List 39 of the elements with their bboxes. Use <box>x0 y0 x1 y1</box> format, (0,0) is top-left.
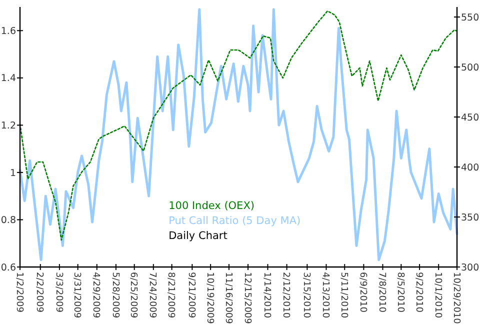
x-tick-label: 10/19/2009 <box>204 272 214 324</box>
x-tick-label: 9/21/2009 <box>186 272 196 318</box>
y2-tick-label: 500 <box>461 62 480 74</box>
x-tick-label: 3/31/2009 <box>72 272 82 318</box>
x-tick-label: 1/14/2010 <box>262 272 272 318</box>
y-tick-label: 1.2 <box>0 120 16 132</box>
y2-tick-label: 550 <box>461 12 480 24</box>
text: Put Call Ratio (5 Day MA) <box>168 215 301 227</box>
y-tick-label: 0.6 <box>0 262 16 274</box>
x-tick-label: 2/12/2010 <box>280 272 291 318</box>
x-tick-label: 8/5/2010 <box>394 272 405 313</box>
x-tick-label: 9/2/2010 <box>413 272 424 313</box>
x-tick-label: 7/24/2009 <box>147 272 158 318</box>
y2-tick-label: 300 <box>461 262 480 274</box>
x-tick-label: 3/3/2009 <box>53 272 64 313</box>
y2-tick-label: 400 <box>461 162 480 174</box>
x-tick-label: 7/8/2010 <box>376 272 387 313</box>
x-tick-label: 3/15/2010 <box>301 272 312 318</box>
y-tick-label: 1.4 <box>0 73 16 84</box>
x-tick-label: 10/29/2010 <box>450 272 461 324</box>
y2-tick-label: 350 <box>461 212 480 224</box>
x-tick-label: 1/2/2009 <box>14 272 24 313</box>
y-tick-label: 1.6 <box>0 26 16 37</box>
x-tick-label: 6/9/2010 <box>358 272 368 313</box>
x-tick-label: 6/25/2009 <box>128 272 138 318</box>
y2-tick-label: 450 <box>461 112 480 124</box>
y-tick-label: 1 <box>10 168 16 179</box>
x-tick-label: 10/1/2010 <box>432 272 442 318</box>
x-tick-label: 5/28/2009 <box>110 272 120 318</box>
x-tick-label: 8/21/2009 <box>166 272 176 318</box>
x-tick-label: 12/15/2009 <box>242 272 252 324</box>
x-tick-label: 4/13/2010 <box>320 272 330 318</box>
x-tick-label: 4/29/2009 <box>90 272 101 318</box>
annotation: Daily Chart <box>168 230 228 242</box>
x-tick-label: 11/16/2009 <box>222 272 233 324</box>
y-tick-label: 0.8 <box>0 215 16 226</box>
text: 100 Index (OEX) <box>168 200 254 212</box>
x-tick-label: 2/2/2009 <box>34 272 44 313</box>
x-tick-label: 5/11/2010 <box>338 272 348 318</box>
